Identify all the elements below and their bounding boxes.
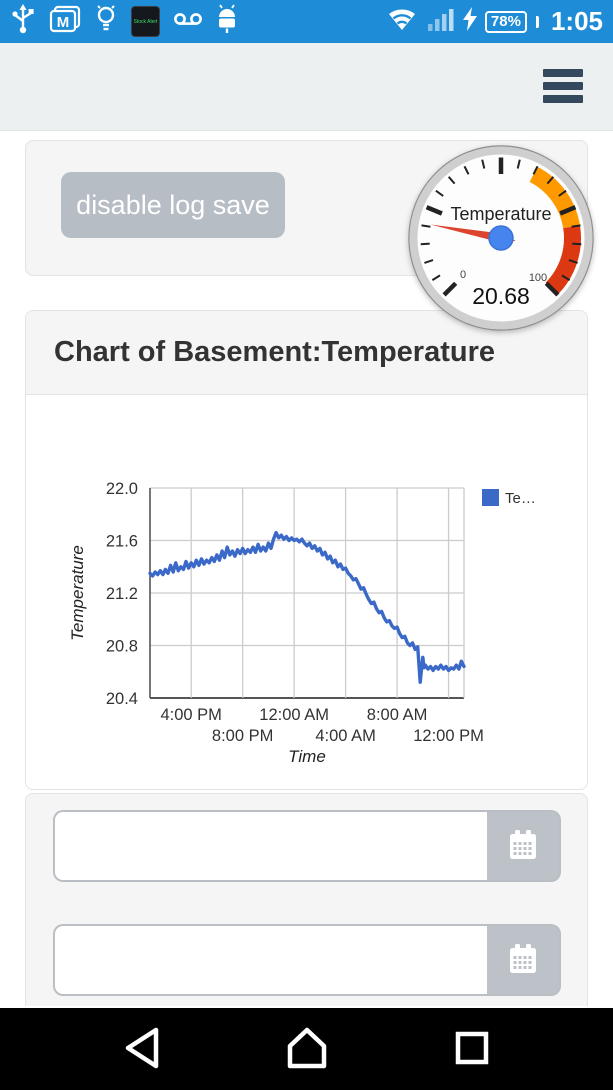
svg-text:8:00 PM: 8:00 PM bbox=[212, 727, 273, 745]
gmail-icon: M bbox=[49, 5, 81, 38]
signal-icon bbox=[427, 6, 455, 37]
status-bar: M Stock Alert bbox=[0, 0, 613, 43]
svg-text:20.4: 20.4 bbox=[106, 690, 138, 708]
temperature-line-chart: 20.4 20.8 21.2 21.6 22.0 4:00 PM 8:00 PM 12:00 … bbox=[68, 480, 536, 766]
svg-text:21.6: 21.6 bbox=[106, 533, 138, 551]
back-button[interactable] bbox=[124, 1027, 160, 1072]
battery-nub bbox=[535, 15, 539, 28]
usb-icon bbox=[10, 4, 36, 39]
svg-text:20.68: 20.68 bbox=[472, 283, 530, 309]
svg-text:0: 0 bbox=[460, 269, 466, 281]
date-range-card bbox=[25, 793, 588, 1006]
svg-text:8:00 AM: 8:00 AM bbox=[367, 706, 428, 724]
app-header bbox=[0, 43, 613, 131]
home-button[interactable] bbox=[287, 1027, 327, 1072]
date-input-group-end bbox=[53, 924, 561, 996]
svg-text:100: 100 bbox=[529, 272, 547, 284]
hamburger-bar bbox=[543, 95, 583, 103]
date-input-group-start bbox=[53, 810, 561, 882]
android-icon bbox=[216, 4, 238, 39]
disable-log-save-button[interactable]: disable log save bbox=[61, 172, 285, 238]
svg-text:M: M bbox=[57, 14, 70, 31]
stock-alert-icon: Stock Alert bbox=[131, 6, 160, 37]
status-bar-notification-icons: M Stock Alert bbox=[10, 4, 238, 39]
hamburger-bar bbox=[543, 69, 583, 77]
svg-text:Te…: Te… bbox=[505, 490, 536, 507]
temperature-gauge: Temperature 0 100 20.68 bbox=[407, 144, 595, 332]
home-icon bbox=[287, 1027, 327, 1072]
battery-icon: 78% bbox=[484, 10, 527, 33]
calendar-icon bbox=[508, 943, 538, 978]
svg-text:Temperature: Temperature bbox=[450, 204, 551, 224]
status-bar-clock: 1:05 bbox=[550, 6, 603, 36]
chart-panel: Chart of Basement:Temperature 20.4 20.8 21… bbox=[25, 310, 588, 790]
chart-panel-title: Chart of Basement:Temperature bbox=[54, 336, 496, 368]
status-bar-system-icons: 78% 1:05 bbox=[385, 5, 603, 38]
svg-text:Time: Time bbox=[288, 747, 326, 766]
voicemail-icon bbox=[173, 7, 203, 36]
svg-text:21.2: 21.2 bbox=[106, 585, 138, 603]
recents-icon bbox=[454, 1031, 490, 1069]
hamburger-menu-button[interactable] bbox=[543, 69, 583, 103]
svg-text:22.0: 22.0 bbox=[106, 480, 138, 498]
hamburger-bar bbox=[543, 82, 583, 90]
start-date-calendar-button[interactable] bbox=[487, 810, 561, 882]
calendar-icon bbox=[508, 829, 538, 864]
svg-text:12:00 PM: 12:00 PM bbox=[413, 727, 484, 745]
stock-alert-label: Stock Alert bbox=[133, 18, 158, 25]
svg-text:12:00 AM: 12:00 AM bbox=[259, 706, 329, 724]
svg-text:4:00 PM: 4:00 PM bbox=[160, 706, 221, 724]
battery-percent: 78% bbox=[490, 13, 521, 30]
start-date-input[interactable] bbox=[53, 810, 487, 882]
charging-icon bbox=[462, 7, 477, 36]
svg-text:20.8: 20.8 bbox=[106, 638, 138, 656]
svg-text:4:00 AM: 4:00 AM bbox=[315, 727, 376, 745]
end-date-calendar-button[interactable] bbox=[487, 924, 561, 996]
recents-button[interactable] bbox=[454, 1030, 490, 1069]
chart-body: 20.4 20.8 21.2 21.6 22.0 4:00 PM 8:00 PM 12:00 … bbox=[26, 395, 587, 789]
back-icon bbox=[124, 1027, 160, 1072]
lightbulb-icon bbox=[94, 4, 118, 39]
chart-panel-header: Chart of Basement:Temperature bbox=[26, 311, 587, 395]
wifi-icon bbox=[385, 5, 419, 38]
end-date-input[interactable] bbox=[53, 924, 487, 996]
android-nav-bar bbox=[0, 1008, 613, 1090]
svg-text:Temperature: Temperature bbox=[68, 545, 87, 641]
